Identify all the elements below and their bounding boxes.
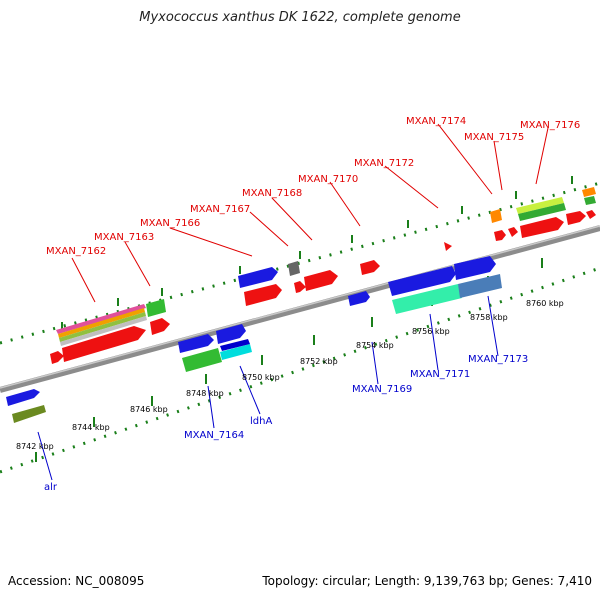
kbp-label: 8760 kbp — [526, 299, 564, 308]
gene-label-top: MXAN_7175 — [464, 132, 524, 143]
gene-mxan-7168-main — [304, 270, 338, 291]
gene-mxan-7170 — [360, 260, 380, 275]
gene-mxan-7164 — [182, 348, 222, 372]
gene-mxan-7163-green — [146, 299, 166, 317]
gene-alr — [12, 405, 46, 423]
gene-blue — [216, 324, 246, 344]
gene-ldhA — [220, 344, 252, 360]
gene-mxan-7176 — [520, 217, 564, 238]
gene-mxan-7172 — [454, 256, 496, 280]
gene-label-top: MXAN_7166 — [140, 218, 200, 229]
genome-backbone — [0, 225, 600, 393]
kbp-label: 8742 kbp — [16, 442, 54, 451]
gene-mxan-7162-band — [56, 304, 146, 334]
kbp-label: 8752 kbp — [300, 357, 338, 366]
gene-label-top: MXAN_7170 — [298, 174, 358, 185]
kbp-label: 8758 kbp — [470, 313, 508, 322]
gene-label-top: MXAN_7168 — [242, 188, 302, 199]
gene-mxan-7174 — [490, 209, 502, 223]
gene-blue — [178, 334, 214, 353]
gene-label-bottom: MXAN_7164 — [184, 430, 244, 441]
accession-label: Accession: NC_008095 — [8, 574, 145, 588]
gene-mxan-7175-green — [518, 203, 566, 221]
gene-small-red — [444, 242, 452, 251]
gene-label-bottom: MXAN_7171 — [410, 369, 470, 380]
kbp-label: 8748 kbp — [186, 389, 224, 398]
gene-label-top: MXAN_7172 — [354, 158, 414, 169]
top-gene-labels: MXAN_7162 MXAN_7163 MXAN_7166 MXAN_7167 … — [46, 116, 580, 257]
gene-mxan-7174-red — [494, 230, 506, 241]
gene-label-bottom: alr — [44, 482, 58, 493]
gene-mxan-7169 — [348, 291, 370, 306]
lower-track — [0, 266, 600, 474]
gene-label-top: MXAN_7163 — [94, 232, 154, 243]
gene-mxan-7175 — [516, 197, 564, 214]
gene-label-top: MXAN_7167 — [190, 204, 250, 215]
kbp-label: 8756 kbp — [412, 327, 450, 336]
gene-mxan-7171 — [388, 266, 456, 296]
gene-mxan-7171-cyan — [392, 284, 462, 314]
bottom-leader-lines — [37, 295, 499, 481]
gene-mxan-7162 — [62, 326, 146, 362]
bottom-gene-labels: alr MXAN_7164 ldhA MXAN_7169 MXAN_7171 M… — [44, 354, 528, 493]
gene-mxan-7173 — [458, 274, 502, 298]
upper-track — [0, 181, 600, 345]
gene-label-bottom: ldhA — [250, 416, 272, 427]
kbp-label: 8746 kbp — [130, 405, 168, 414]
genome-summary: Topology: circular; Length: 9,139,763 bp… — [262, 574, 592, 588]
gene-label-top: MXAN_7174 — [406, 116, 466, 127]
gene-mxan-7163 — [150, 318, 170, 335]
gene-blue — [6, 389, 40, 406]
gene-mxan-7168 — [294, 281, 306, 293]
kbp-label: 8744 kbp — [72, 423, 110, 432]
gene-mxan-7166-red — [244, 284, 282, 306]
gene-small-red-1 — [50, 351, 64, 364]
upper-track-major-ticks — [61, 176, 573, 330]
top-leader-lines — [71, 123, 549, 303]
gene-mxan-7167 — [288, 261, 300, 276]
kbp-labels: 8742 kbp 8744 kbp 8746 kbp 8748 kbp 8750… — [16, 299, 564, 451]
kbp-label: 8754 kbp — [356, 341, 394, 350]
map-title: Myxococcus xanthus DK 1622, complete gen… — [139, 10, 461, 25]
gene-label-bottom: MXAN_7169 — [352, 384, 412, 395]
gene-label-top: MXAN_7176 — [520, 120, 580, 131]
kbp-label: 8750 kbp — [242, 373, 280, 382]
gene-mxan-7166 — [238, 267, 278, 288]
gene-label-top: MXAN_7162 — [46, 246, 106, 257]
gene-label-bottom: MXAN_7173 — [468, 354, 528, 365]
